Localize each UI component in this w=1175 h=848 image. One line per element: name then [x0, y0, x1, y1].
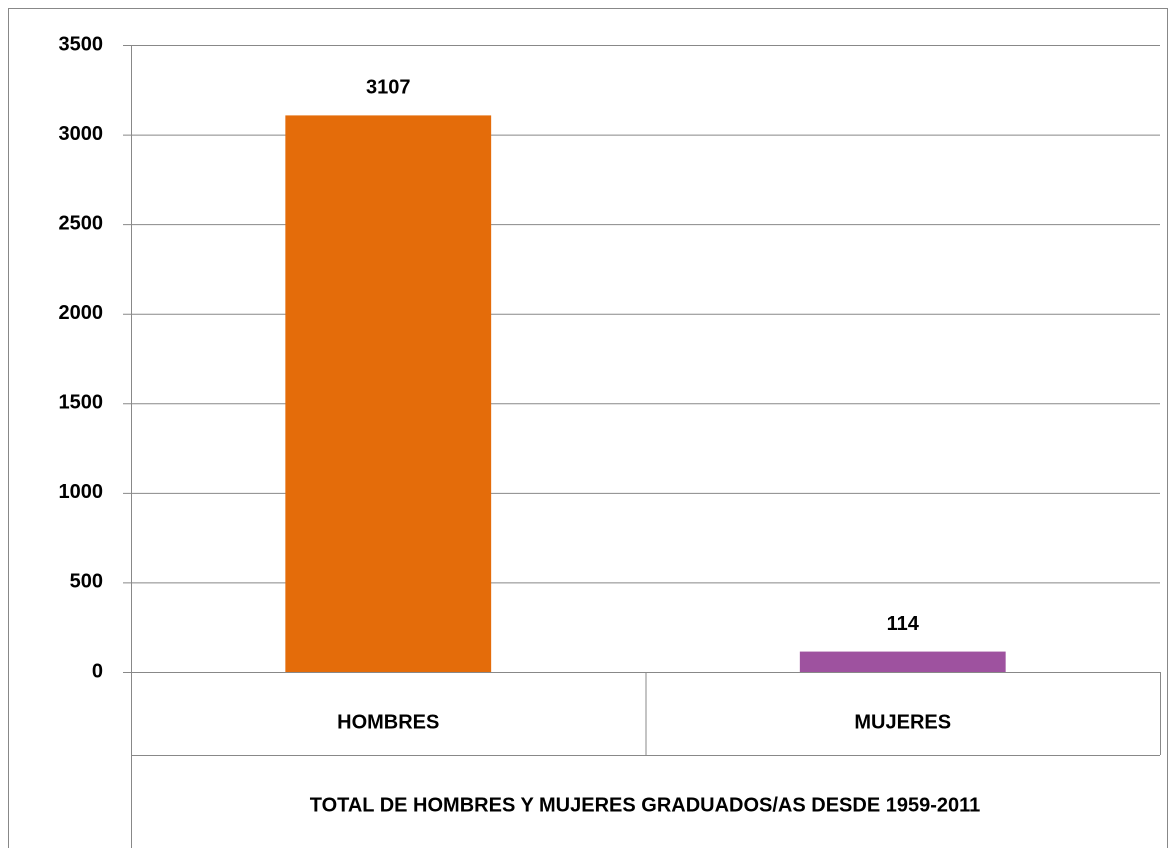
bar [799, 651, 1006, 672]
y-tick-label: 2500 [59, 212, 104, 234]
y-tick-label: 3000 [59, 123, 104, 145]
y-tick-label: 1500 [59, 392, 104, 414]
y-tick-label: 500 [70, 571, 103, 593]
y-tick-label: 1000 [59, 481, 104, 503]
bar [285, 115, 492, 673]
y-tick-label: 3500 [59, 33, 104, 55]
data-label: 3107 [366, 77, 411, 99]
chart-border [8, 8, 1168, 848]
data-label: 114 [887, 613, 920, 635]
x-tick-label: MUJERES [854, 711, 951, 733]
y-tick-label: 2000 [59, 302, 104, 324]
x-tick-label: HOMBRES [337, 711, 439, 733]
x-axis-title: TOTAL DE HOMBRES Y MUJERES GRADUADOS/AS … [310, 794, 981, 816]
y-tick-label: 0 [92, 660, 103, 682]
